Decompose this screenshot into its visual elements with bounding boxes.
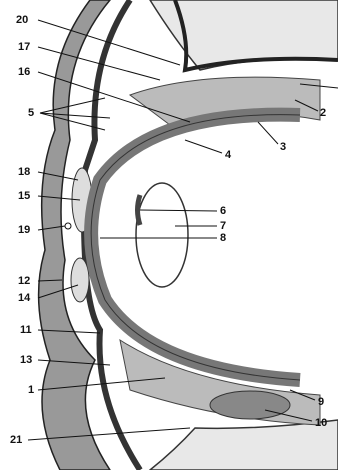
label: 2 [320,107,326,119]
label: 6 [220,205,226,217]
label: 5 [28,107,34,119]
label: 14 [18,292,31,304]
sclera [91,115,300,380]
illustration [28,0,338,470]
label: 17 [18,41,30,53]
label: 8 [220,232,226,244]
label: 13 [20,354,32,366]
label: 20 [16,14,28,26]
anatomy-diagram: 201716523418151967812141113191021 [0,0,338,470]
lens [136,183,188,287]
label: 21 [10,434,22,446]
label: 9 [318,396,324,408]
label: 12 [18,275,30,287]
label: 16 [18,66,30,78]
label: 10 [315,417,327,429]
label: 11 [20,324,32,336]
label: 1 [28,384,34,396]
label: 3 [280,141,286,153]
lower-bone [150,420,338,470]
label: 7 [220,220,226,232]
label: 18 [18,166,30,178]
gland [65,223,71,229]
iris [138,195,141,225]
label: 4 [225,149,232,161]
lower-tarsus [71,258,89,302]
label: 19 [18,224,30,236]
muscle [210,391,290,419]
label: 15 [18,190,30,202]
